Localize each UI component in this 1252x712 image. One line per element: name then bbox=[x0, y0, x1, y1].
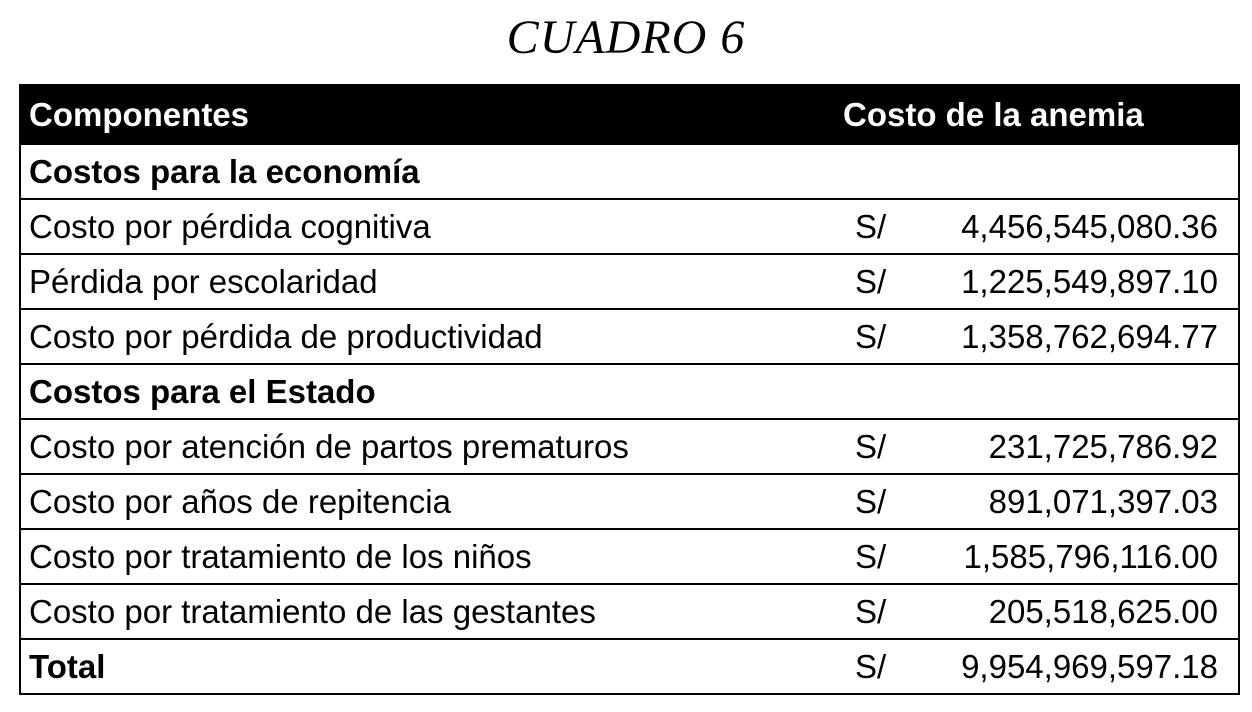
currency-symbol: S/ bbox=[855, 427, 887, 465]
currency-symbol: S/ bbox=[855, 317, 887, 355]
column-header-cost: Costo de la anemia bbox=[843, 95, 1144, 133]
row-label: Costo por atención de partos prematuros bbox=[29, 427, 629, 465]
section-label: Costos para la economía bbox=[29, 152, 420, 190]
table-header-row: Componentes Costo de la anemia bbox=[21, 86, 1238, 144]
cost-amount: 231,725,786.92 bbox=[988, 427, 1218, 465]
currency-symbol: S/ bbox=[855, 262, 887, 300]
table-row: Costo por atención de partos prematuros … bbox=[21, 418, 1238, 473]
cost-amount: 1,585,796,116.00 bbox=[963, 537, 1218, 575]
table-row: Costo por tratamiento de las gestantes S… bbox=[21, 583, 1238, 638]
table-row: Costo por años de repitencia S/ 891,071,… bbox=[21, 473, 1238, 528]
row-label: Costo por años de repitencia bbox=[29, 482, 451, 520]
row-label: Costo por tratamiento de los niños bbox=[29, 537, 532, 575]
cost-amount: 4,456,545,080.36 bbox=[961, 207, 1218, 245]
currency-symbol: S/ bbox=[855, 537, 887, 575]
section-row-economy: Costos para la economía bbox=[21, 143, 1238, 198]
table-row: Pérdida por escolaridad S/ 1,225,549,897… bbox=[21, 253, 1238, 308]
section-label: Costos para el Estado bbox=[29, 372, 376, 410]
section-row-state: Costos para el Estado bbox=[21, 363, 1238, 418]
total-label: Total bbox=[29, 647, 106, 685]
currency-symbol: S/ bbox=[855, 482, 887, 520]
currency-symbol: S/ bbox=[855, 647, 887, 685]
table-title: CUADRO 6 bbox=[506, 11, 746, 64]
total-amount: 9,954,969,597.18 bbox=[961, 647, 1218, 685]
row-label: Costo por pérdida cognitiva bbox=[29, 207, 431, 245]
row-label: Costo por tratamiento de las gestantes bbox=[29, 592, 596, 630]
cost-amount: 205,518,625.00 bbox=[988, 592, 1218, 630]
table-row: Costo por tratamiento de los niños S/ 1,… bbox=[21, 528, 1238, 583]
cost-amount: 1,358,762,694.77 bbox=[961, 317, 1218, 355]
cost-table: Componentes Costo de la anemia Costos pa… bbox=[19, 84, 1240, 695]
table-row: Costo por pérdida cognitiva S/ 4,456,545… bbox=[21, 198, 1238, 253]
cost-amount: 1,225,549,897.10 bbox=[961, 262, 1218, 300]
cost-amount: 891,071,397.03 bbox=[988, 482, 1218, 520]
total-row: Total S/ 9,954,969,597.18 bbox=[21, 638, 1238, 693]
table-row: Costo por pérdida de productividad S/ 1,… bbox=[21, 308, 1238, 363]
row-label: Pérdida por escolaridad bbox=[29, 262, 378, 300]
row-label: Costo por pérdida de productividad bbox=[29, 317, 543, 355]
currency-symbol: S/ bbox=[855, 207, 887, 245]
currency-symbol: S/ bbox=[855, 592, 887, 630]
column-header-components: Componentes bbox=[29, 95, 250, 133]
